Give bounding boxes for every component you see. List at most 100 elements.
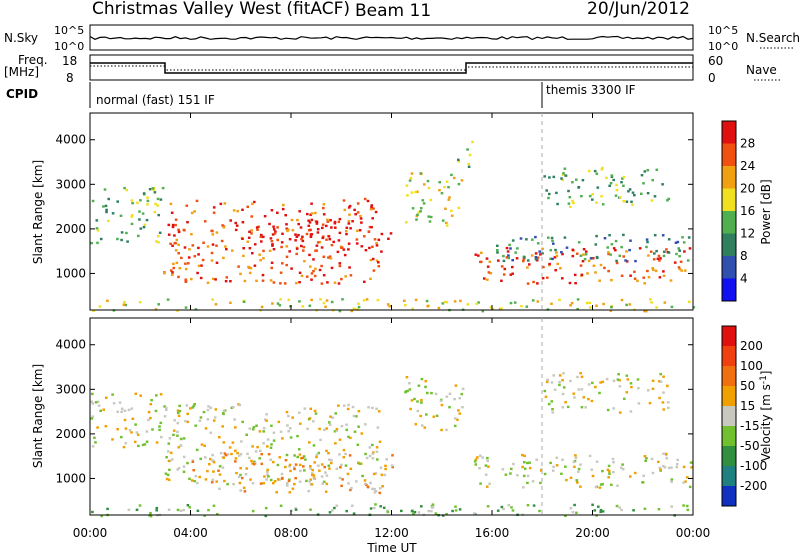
- heatmap-cell: [612, 247, 616, 250]
- heatmap-cell: [334, 442, 337, 445]
- heatmap-cell: [431, 503, 435, 506]
- heatmap-cell: [197, 264, 201, 268]
- heatmap-cell: [269, 279, 273, 282]
- heatmap-cell: [543, 175, 546, 178]
- heatmap-cell: [643, 170, 647, 173]
- heatmap-cell: [210, 481, 214, 484]
- heatmap-cell: [385, 458, 388, 461]
- heatmap-cell: [511, 509, 515, 512]
- heatmap-cell: [569, 507, 573, 510]
- heatmap-cell: [311, 468, 314, 472]
- heatmap-cell: [325, 449, 328, 453]
- heatmap-cell: [293, 466, 296, 469]
- power-colorbar-title: Power [dB]: [759, 179, 773, 244]
- heatmap-cell: [655, 249, 658, 253]
- heatmap-cell: [457, 160, 461, 163]
- heatmap-cell: [262, 235, 265, 239]
- colorbar-swatch: [722, 278, 736, 301]
- heatmap-cell: [441, 302, 445, 305]
- heatmap-cell: [200, 443, 204, 446]
- heatmap-cell: [488, 482, 491, 485]
- heatmap-cell: [266, 445, 269, 448]
- colorbar-swatch: [722, 233, 736, 256]
- heatmap-cell: [264, 506, 268, 510]
- heatmap-cell: [331, 416, 335, 419]
- heatmap-cell: [552, 465, 555, 469]
- colorbar-swatch: [722, 166, 736, 189]
- heatmap-cell: [467, 165, 471, 168]
- heatmap-cell: [134, 423, 137, 426]
- heatmap-cell: [563, 167, 567, 170]
- heatmap-cell: [312, 258, 315, 261]
- heatmap-cell: [327, 464, 331, 467]
- heatmap-cell: [372, 207, 375, 210]
- heatmap-cell: [285, 263, 288, 267]
- heatmap-cell: [120, 231, 124, 234]
- heatmap-cell: [271, 302, 274, 305]
- heatmap-cell: [259, 449, 262, 452]
- heatmap-cell: [192, 469, 195, 472]
- heatmap-cell: [124, 427, 128, 430]
- heatmap-cell: [351, 504, 354, 507]
- heatmap-cell: [474, 458, 478, 461]
- heatmap-cell: [504, 473, 508, 476]
- heatmap-cell: [248, 271, 252, 275]
- heatmap-cell: [253, 243, 257, 246]
- heatmap-cell: [272, 248, 276, 251]
- heatmap-cell: [607, 476, 610, 479]
- heatmap-cell: [327, 235, 331, 238]
- heatmap-cell: [309, 265, 312, 268]
- heatmap-cell: [111, 393, 114, 396]
- heatmap-cell: [614, 239, 618, 243]
- heatmap-cell: [564, 465, 567, 468]
- heatmap-cell: [245, 467, 248, 470]
- heatmap-cell: [104, 425, 108, 428]
- heatmap-cell: [102, 205, 105, 208]
- heatmap-cell: [230, 406, 234, 409]
- heatmap-cell: [199, 457, 202, 461]
- heatmap-cell: [638, 247, 642, 250]
- heatmap-cell: [554, 269, 557, 272]
- heatmap-cell: [563, 236, 567, 239]
- freq-left-tick-bottom: 8: [66, 71, 74, 85]
- heatmap-cell: [158, 425, 161, 428]
- heatmap-cell: [122, 303, 126, 306]
- heatmap-cell: [141, 212, 145, 215]
- heatmap-cell: [579, 372, 582, 375]
- heatmap-cell: [667, 401, 670, 404]
- heatmap-cell: [294, 477, 297, 480]
- heatmap-cell: [686, 508, 690, 512]
- heatmap-cell: [600, 195, 603, 198]
- heatmap-cell: [682, 241, 686, 244]
- heatmap-cell: [440, 428, 443, 432]
- heatmap-cell: [178, 267, 182, 270]
- heatmap-cell: [651, 379, 655, 382]
- heatmap-cell: [234, 221, 237, 225]
- heatmap-cell: [530, 254, 534, 257]
- heatmap-cell: [667, 197, 670, 201]
- heatmap-cell: [325, 427, 328, 430]
- heatmap-cell: [500, 279, 503, 282]
- heatmap-cell: [258, 430, 262, 433]
- heatmap-cell: [163, 405, 166, 408]
- heatmap-cell: [202, 241, 205, 244]
- heatmap-cell: [336, 250, 340, 254]
- heatmap-cell: [141, 443, 145, 447]
- heatmap-cell: [325, 238, 328, 241]
- heatmap-cell: [532, 280, 535, 284]
- heatmap-cell: [419, 210, 422, 213]
- heatmap-cell: [317, 451, 321, 455]
- heatmap-cell: [560, 177, 563, 180]
- colorbar-swatch: [722, 326, 736, 346]
- heatmap-cell: [662, 464, 665, 468]
- heatmap-cell: [371, 406, 374, 410]
- heatmap-cell: [618, 506, 621, 509]
- heatmap-cell: [419, 414, 422, 418]
- heatmap-cell: [369, 208, 373, 211]
- heatmap-cell: [363, 197, 367, 201]
- heatmap-cell: [211, 298, 214, 301]
- heatmap-cell: [209, 457, 212, 461]
- heatmap-cell: [265, 413, 268, 416]
- heatmap-cell: [560, 472, 563, 475]
- freq-label: Freq.: [18, 53, 48, 67]
